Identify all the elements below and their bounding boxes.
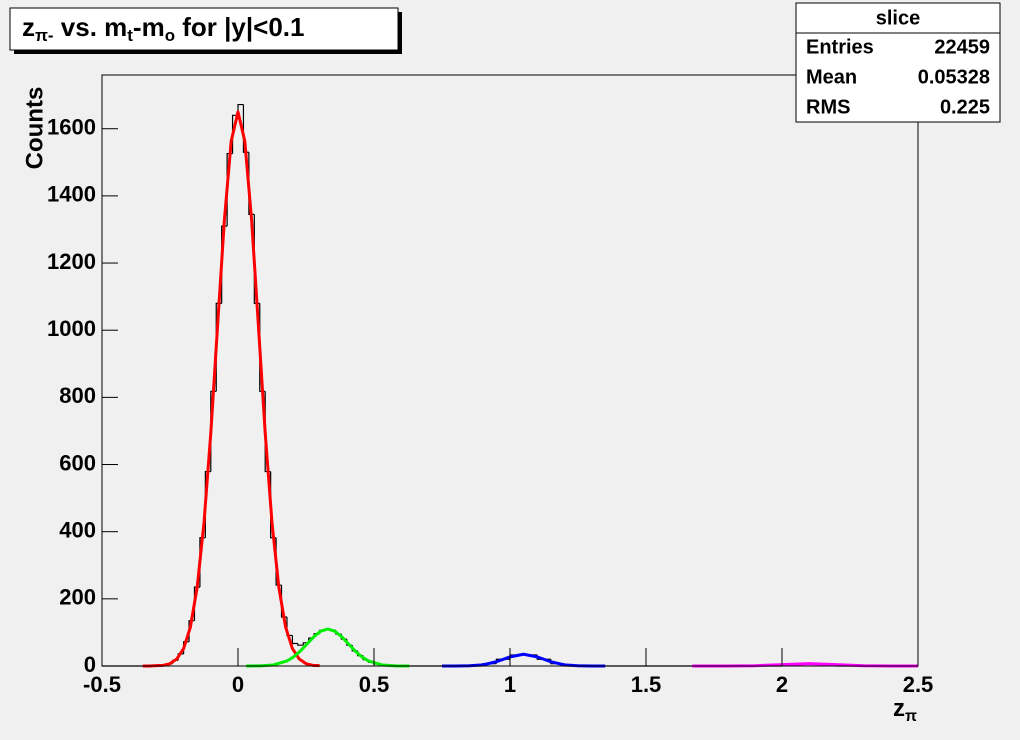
y-tick-label: 1200 — [47, 249, 96, 274]
text-part: o — [165, 26, 175, 45]
stats-value: 0.05328 — [918, 66, 990, 88]
histogram-bin — [297, 643, 304, 646]
stats-label: Entries — [806, 36, 874, 58]
fit-curve — [142, 110, 320, 668]
text-part: π- — [35, 26, 54, 45]
text-part: for |y|<0.1 — [175, 12, 304, 42]
stats-value: 22459 — [934, 36, 990, 58]
stats-value: 0.225 — [940, 96, 990, 118]
text-part: -m — [133, 12, 165, 42]
x-axis-label: zπ — [893, 695, 917, 725]
stats-label: Mean — [806, 66, 857, 88]
x-tick-label: -0.5 — [83, 672, 121, 697]
fit-curve — [246, 627, 410, 668]
y-tick-label: 1600 — [47, 115, 96, 140]
y-tick-label: 1000 — [47, 316, 96, 341]
y-tick-label: 400 — [59, 517, 96, 542]
y-axis-label: Counts — [21, 87, 48, 170]
chart-title: zπ- vs. mt-mo for |y|<0.1 — [22, 12, 304, 45]
x-tick-label: 2.5 — [903, 672, 934, 697]
text-part: vs. m — [54, 12, 128, 42]
y-tick-label: 600 — [59, 450, 96, 475]
x-tick-label: 0 — [232, 672, 244, 697]
text-part: z — [893, 695, 905, 722]
stats-title: slice — [876, 7, 920, 29]
text-part: t — [127, 26, 133, 45]
x-tick-label: 0.5 — [359, 672, 390, 697]
x-tick-label: 1 — [504, 672, 516, 697]
plot-frame — [101, 74, 919, 667]
y-tick-label: 1400 — [47, 182, 96, 207]
text-part: π — [905, 708, 917, 725]
stats-box — [795, 2, 1001, 123]
histogram-bin — [291, 635, 298, 645]
x-tick-label: 1.5 — [631, 672, 662, 697]
text-part: z — [22, 12, 35, 42]
x-tick-label: 2 — [776, 672, 788, 697]
title-box — [9, 7, 399, 51]
y-tick-label: 0 — [84, 652, 96, 677]
y-tick-label: 200 — [59, 585, 96, 610]
stats-label: RMS — [806, 96, 850, 118]
y-tick-label: 800 — [59, 383, 96, 408]
